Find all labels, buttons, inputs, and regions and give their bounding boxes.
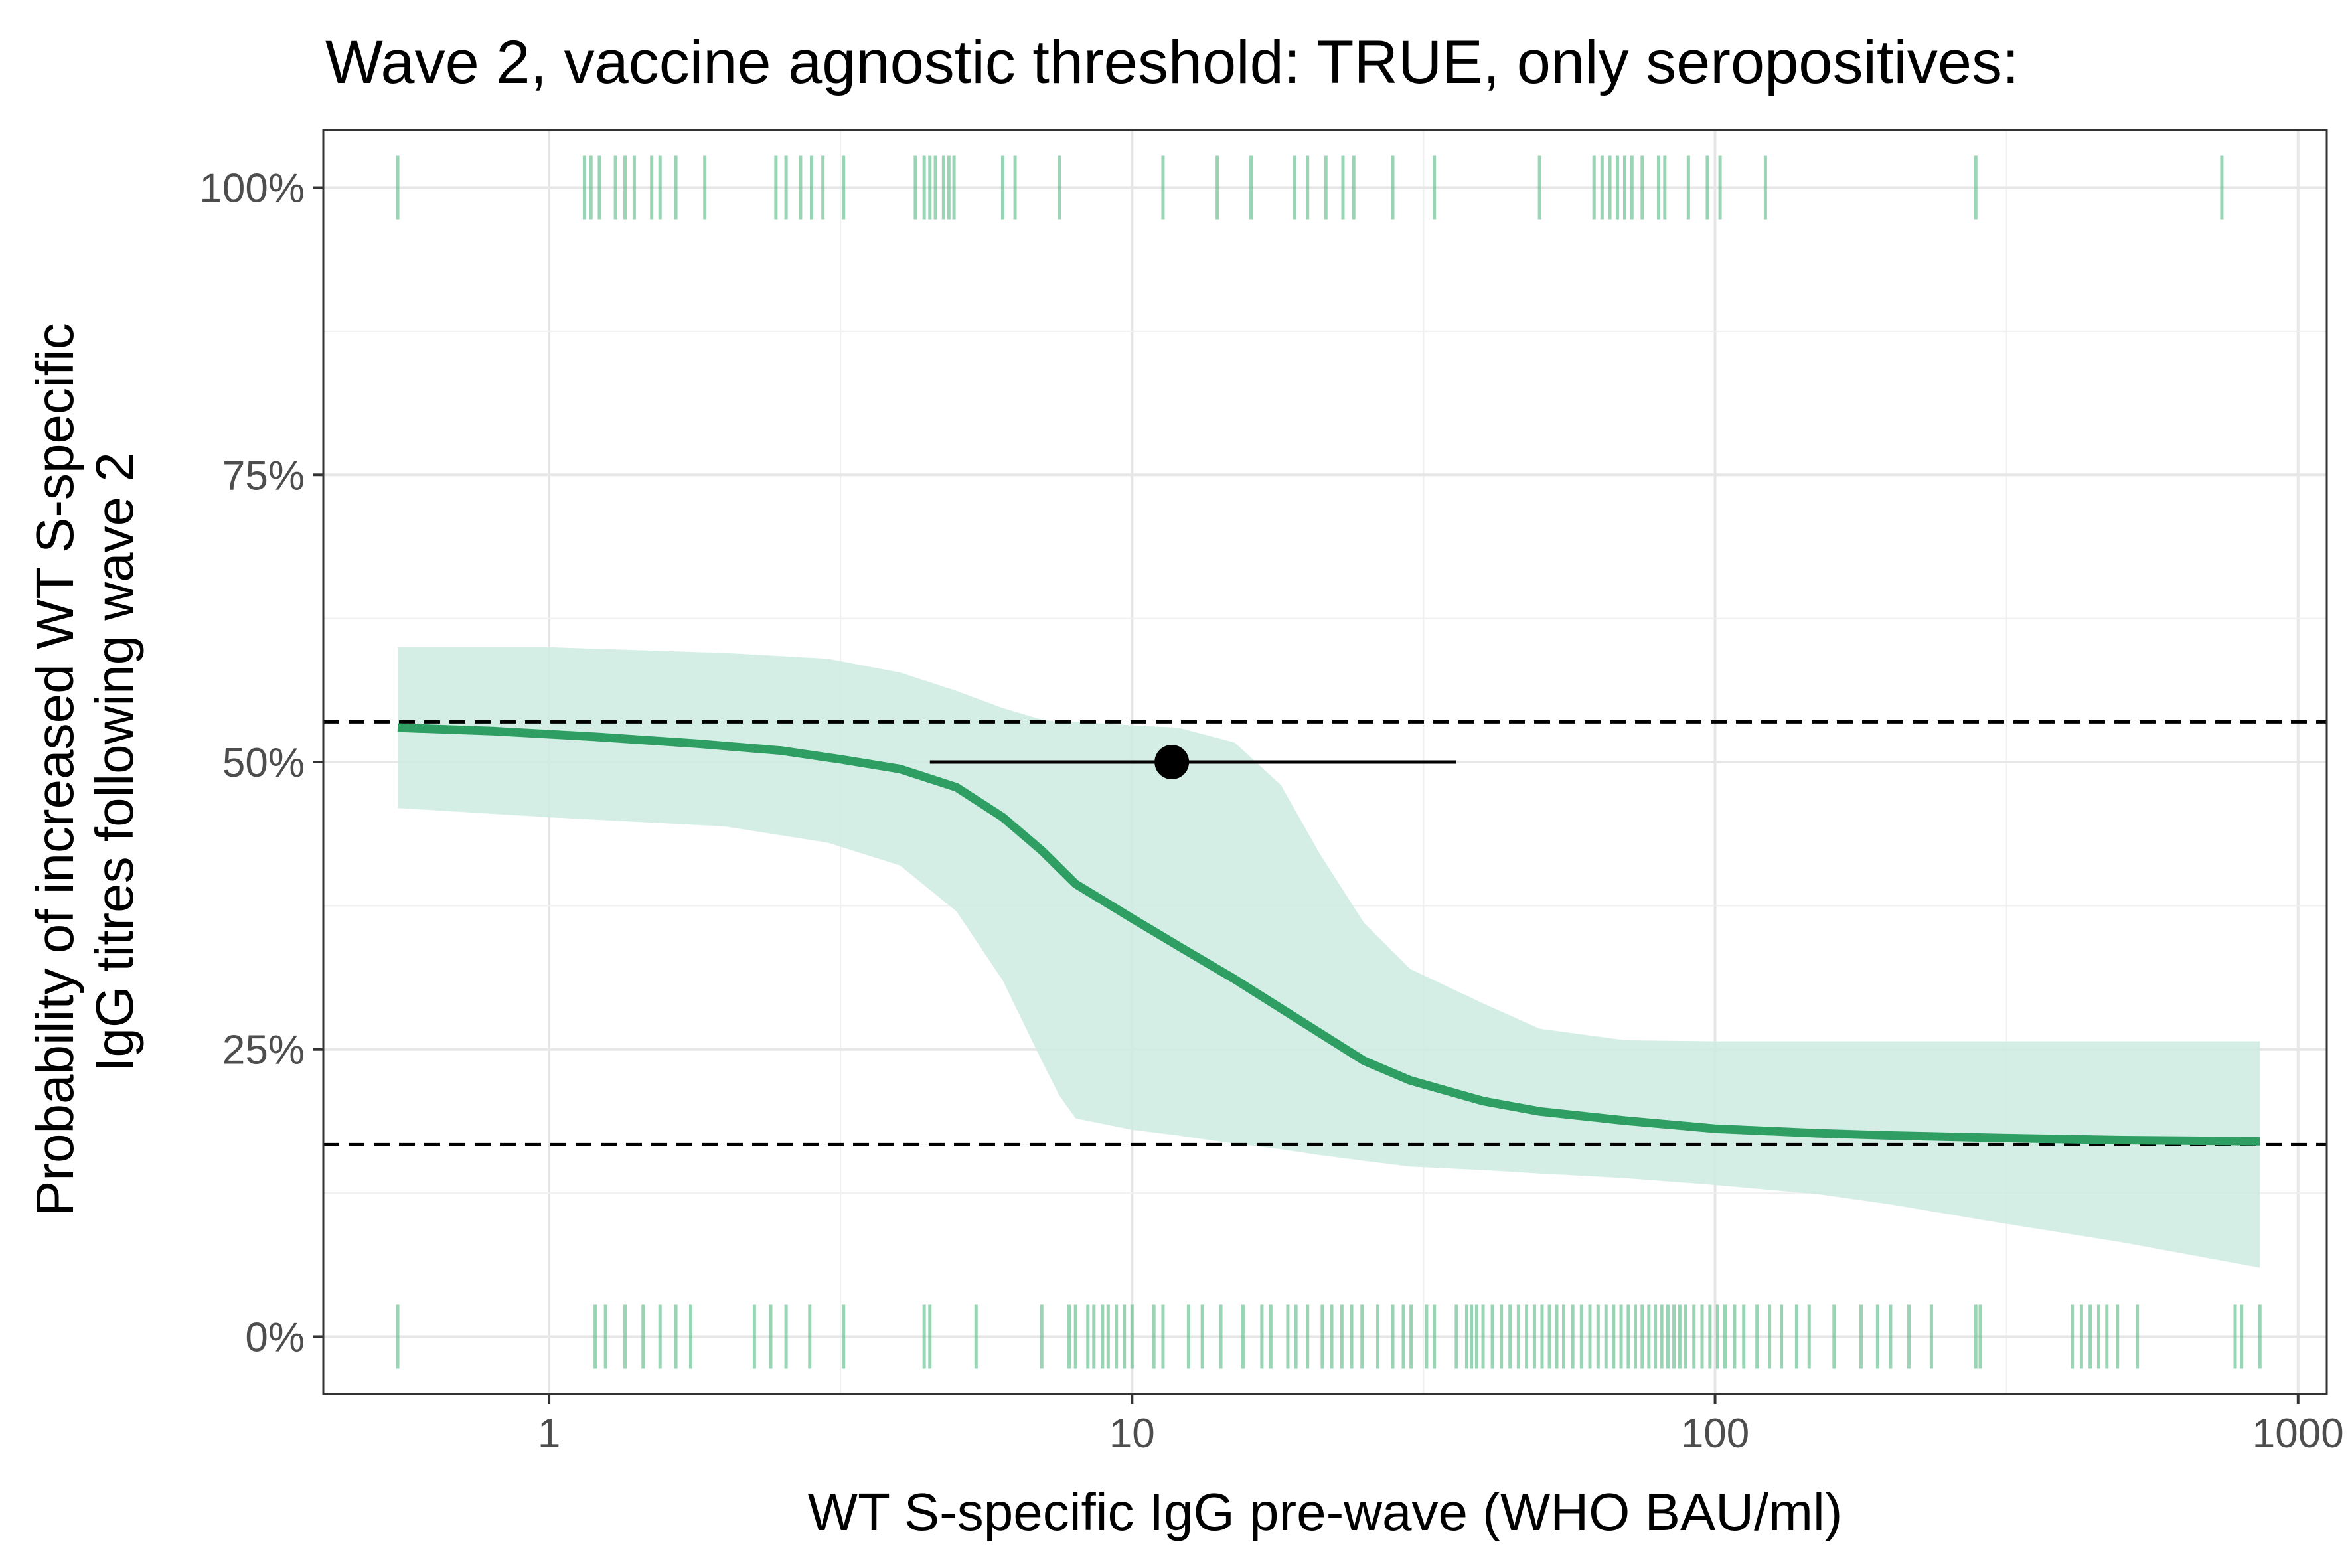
y-tick-label: 50% [222, 740, 305, 786]
fitted-curve-line [397, 723, 2260, 1146]
point-estimate [929, 745, 1456, 779]
y-tick-label: 100% [199, 166, 305, 212]
y-tick-label: 0% [245, 1314, 305, 1360]
y-tick-label: 25% [222, 1028, 305, 1073]
ribbon-area [398, 647, 2260, 1268]
chart-title: Wave 2, vaccine agnostic threshold: TRUE… [325, 29, 2019, 96]
x-axis-title: WT S-specific IgG pre-wave (WHO BAU/ml) [808, 1482, 1843, 1541]
y-axis-title-line-1: Probability of increased WT S-specific [25, 323, 84, 1216]
x-tick-label: 1000 [2252, 1411, 2344, 1456]
y-axis-title: Probability of increased WT S-specific I… [25, 308, 144, 1216]
x-tick-label: 10 [1109, 1411, 1155, 1456]
y-axis-title-line-2: IgG titres following wave 2 [85, 452, 144, 1072]
point-estimate-marker [1154, 745, 1190, 779]
x-tick-label: 100 [1681, 1411, 1749, 1456]
reference-lines [323, 720, 2327, 1146]
confidence-ribbon [398, 647, 2260, 1268]
fitted-curve [397, 723, 2260, 1146]
axis-ticks: 1 10 100 1000 0% 25% 50% 75% 100% [199, 166, 2343, 1456]
y-tick-label: 75% [222, 453, 305, 499]
rug-marks [396, 155, 2262, 1369]
x-tick-label: 1 [538, 1411, 560, 1456]
